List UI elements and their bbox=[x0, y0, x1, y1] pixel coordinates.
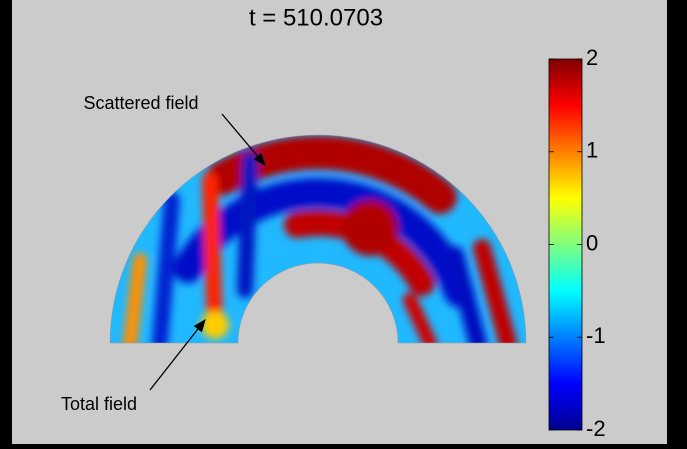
annotation-arrow bbox=[221, 113, 266, 166]
colorbar-tick-label: 2 bbox=[586, 45, 598, 70]
colorbar-tick-label: 0 bbox=[586, 230, 598, 255]
colorbar-tick-label: -1 bbox=[586, 323, 606, 348]
chart-title: t = 510.0703 bbox=[249, 4, 383, 31]
colorbar bbox=[548, 58, 583, 431]
annotation-arrow bbox=[149, 318, 206, 391]
annotation: Scattered field bbox=[83, 93, 198, 113]
colorbar-tick-label: 1 bbox=[586, 138, 598, 163]
field-outline bbox=[109, 134, 527, 344]
annotation: Total field bbox=[61, 394, 137, 414]
colorbar-tick-label: -2 bbox=[586, 416, 606, 441]
